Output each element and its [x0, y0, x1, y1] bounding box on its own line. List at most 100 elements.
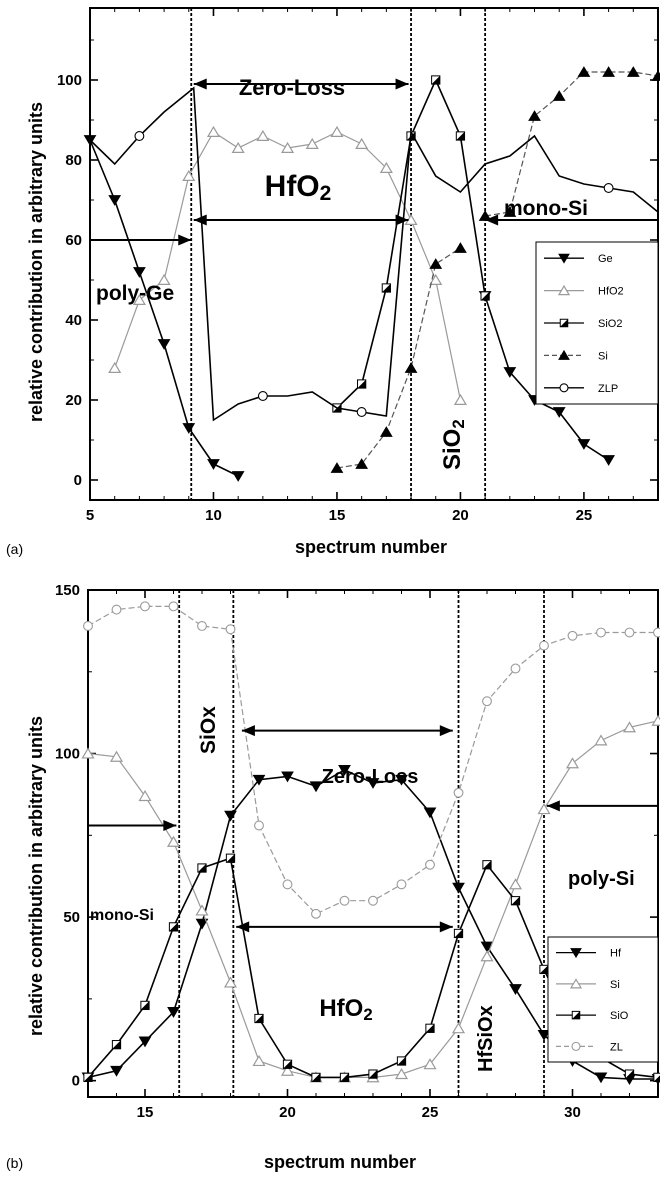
x-tick-label: 25 [576, 507, 593, 524]
data-point-hf [537, 1029, 551, 1041]
data-point-sio [83, 1072, 93, 1082]
data-point-si [330, 462, 344, 473]
data-point-hf [110, 1065, 123, 1077]
legend-item-hfo2: HfO2 [544, 284, 624, 298]
y-tick-label: 100 [57, 72, 82, 89]
data-point-ge [503, 367, 517, 378]
legend-box [547, 936, 659, 1063]
x-tick-label: 15 [137, 1104, 154, 1121]
arrow [90, 234, 192, 246]
series-si [478, 66, 660, 221]
data-point-si [195, 904, 209, 916]
y-tick-label: 20 [65, 392, 82, 409]
y-axis-label-a: relative contribution in arbitrary units [26, 102, 46, 422]
legend-item-sio2: SiO2 [544, 318, 622, 330]
legend-item-si: Si [544, 349, 608, 362]
arrow-head [546, 800, 560, 812]
arrow-head [485, 214, 499, 226]
legend-item-hf: Hf [556, 948, 622, 960]
x-tick-label: 10 [205, 507, 222, 524]
arrow [88, 820, 177, 832]
data-point-si [379, 426, 393, 437]
data-point-sio [624, 1069, 635, 1079]
data-point-zl [567, 630, 578, 641]
data-point-zl [311, 908, 321, 919]
data-point-sio [197, 863, 207, 873]
data-point-si [454, 242, 467, 253]
data-point-ge [207, 459, 220, 470]
data-point-si [552, 90, 566, 101]
data-point-hfo2 [281, 141, 295, 153]
data-point-sio [453, 928, 464, 939]
data-point-hf [480, 941, 494, 953]
legend-label-si: Si [610, 979, 620, 991]
data-point-sio [510, 896, 521, 906]
data-point-zl [254, 820, 264, 831]
x-tick-label: 30 [564, 1104, 581, 1121]
data-point-si [537, 803, 551, 815]
data-point-si [429, 258, 443, 269]
arrow-head [439, 921, 453, 933]
data-point-ge [108, 195, 122, 206]
data-point-hfo2 [108, 361, 122, 373]
double-arrow [236, 921, 453, 933]
data-point-si [223, 976, 238, 988]
data-point-sio2 [431, 75, 441, 85]
data-point-ge [552, 407, 566, 418]
series-hfo2 [108, 125, 467, 405]
data-point-zl [482, 696, 492, 707]
arrow-head [236, 921, 250, 933]
data-point-ge [133, 267, 146, 278]
data-point-si [622, 721, 637, 733]
data-point-si [651, 714, 660, 726]
data-point-si [280, 1064, 295, 1076]
data-point-zl [225, 624, 236, 635]
data-point-hf [594, 1072, 608, 1084]
annotation-mono-si: mono-Si [90, 907, 154, 924]
data-point-sio [339, 1072, 350, 1082]
legend-b: Hf Si SiO ZL [547, 936, 659, 1063]
data-point-zl [510, 663, 521, 674]
arrow-head [193, 78, 207, 90]
data-point-sio [282, 1059, 293, 1069]
arrow-head [193, 214, 207, 226]
data-point-zl [453, 787, 464, 798]
data-point-zlp [257, 391, 268, 401]
legend-marker-si [569, 978, 583, 989]
data-point-hf [366, 778, 380, 789]
data-point-zl [111, 604, 122, 615]
data-point-hf [452, 882, 465, 894]
data-point-si [528, 110, 541, 121]
arrow-head [241, 725, 255, 737]
series-line-ge [89, 139, 239, 477]
arrow [546, 800, 658, 812]
data-point-zl [168, 601, 179, 612]
arrow-head [395, 214, 409, 226]
annotation-hfo2: HfO2 [319, 995, 372, 1024]
data-point-sio [111, 1040, 122, 1050]
legend-label-hfo2: HfO2 [598, 286, 624, 298]
annotation-mono-si: mono-Si [504, 197, 588, 220]
annotation-zero-loss: Zero-Loss [239, 75, 345, 100]
legend-label-ge: Ge [598, 253, 613, 265]
x-tick-label: 20 [452, 507, 469, 524]
series-line-ge [484, 295, 610, 461]
data-point-hfo2 [453, 393, 467, 405]
data-point-sio2 [381, 283, 391, 293]
legend-marker-ge [558, 253, 570, 264]
series-line-si [485, 71, 659, 217]
arrow [485, 214, 658, 226]
data-point-si [503, 206, 517, 217]
annotation-poly-si: poly-Si [568, 868, 635, 890]
series-ge [83, 135, 245, 482]
legend-a: Ge HfO2 SiO2 Si ZLP [535, 241, 659, 405]
data-point-hf [195, 918, 209, 930]
y-tick-label: 150 [55, 582, 80, 599]
data-point-hf [281, 771, 294, 783]
data-point-si [109, 750, 124, 762]
data-point-hf [224, 810, 237, 822]
legend-item-si: Si [556, 978, 620, 991]
x-tick-label: 25 [422, 1104, 439, 1121]
data-point-sio [396, 1056, 407, 1066]
